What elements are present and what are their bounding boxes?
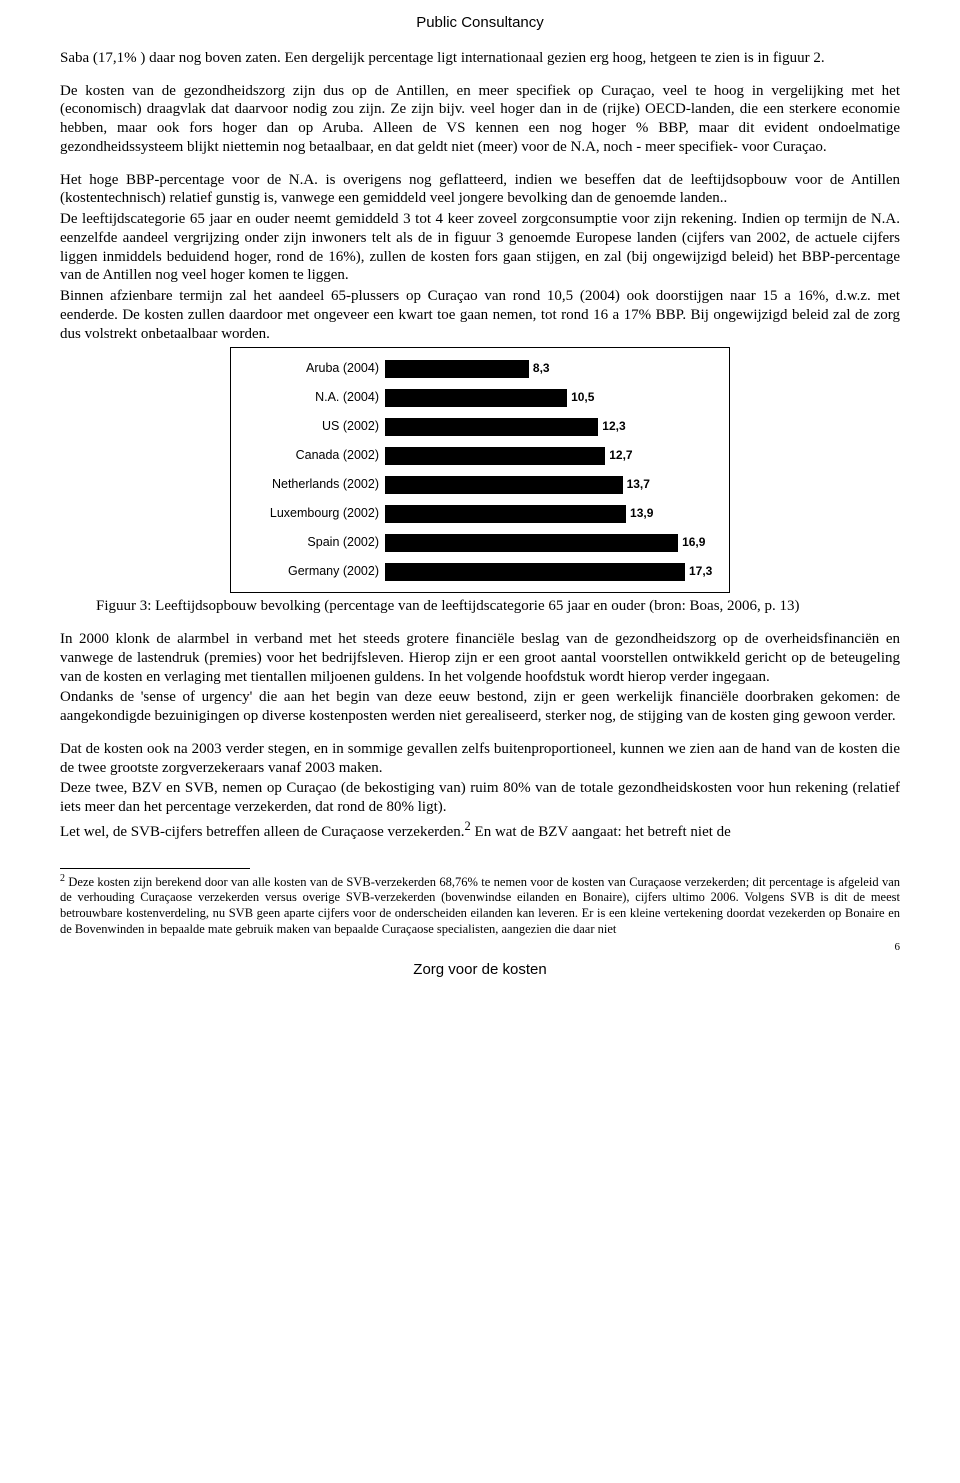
- p10-part-b: En wat de BZV aangaat: het betreft niet …: [471, 824, 731, 840]
- footnote-text: 2 Deze kosten zijn berekend door van all…: [60, 873, 900, 938]
- chart-value-label: 8,3: [533, 361, 550, 376]
- chart-value-label: 17,3: [689, 564, 712, 579]
- chart-row-label: Netherlands (2002): [237, 477, 385, 493]
- figure-caption: Figuur 3: Leeftijdsopbouw bevolking (per…: [96, 597, 900, 616]
- chart-bar: [385, 505, 626, 523]
- paragraph-1: Saba (17,1% ) daar nog boven zaten. Een …: [60, 49, 900, 68]
- chart-bar-area: 8,3: [385, 360, 719, 378]
- page-header: Public Consultancy: [60, 14, 900, 33]
- chart-value-label: 16,9: [682, 535, 705, 550]
- page-footer: Zorg voor de kosten: [60, 961, 900, 980]
- paragraph-2: De kosten van de gezondheidszorg zijn du…: [60, 82, 900, 157]
- chart-bar: [385, 563, 685, 581]
- chart-row-label: Spain (2002): [237, 535, 385, 551]
- page-number: 6: [60, 941, 900, 955]
- chart-value-label: 12,7: [609, 448, 632, 463]
- chart-row-label: US (2002): [237, 419, 385, 435]
- chart-row-label: Germany (2002): [237, 564, 385, 580]
- chart-row-label: Canada (2002): [237, 448, 385, 464]
- chart-bar-area: 12,7: [385, 447, 719, 465]
- footnote-body: Deze kosten zijn berekend door van alle …: [60, 875, 900, 936]
- chart-value-label: 10,5: [571, 390, 594, 405]
- chart-row: Spain (2002) 16,9: [237, 528, 719, 557]
- chart-bar-area: 13,7: [385, 476, 719, 494]
- chart-bar: [385, 389, 567, 407]
- chart-row: Germany (2002) 17,3: [237, 557, 719, 586]
- footnote-separator: [60, 868, 250, 869]
- chart-row-label: Luxembourg (2002): [237, 506, 385, 522]
- paragraph-10: Let wel, de SVB-cijfers betreffen alleen…: [60, 819, 900, 842]
- paragraph-9: Deze twee, BZV en SVB, nemen op Curaçao …: [60, 779, 900, 817]
- chart-bar: [385, 360, 529, 378]
- chart-bar-area: 16,9: [385, 534, 719, 552]
- chart-bar-area: 17,3: [385, 563, 719, 581]
- p10-part-a: Let wel, de SVB-cijfers betreffen alleen…: [60, 824, 465, 840]
- chart-row: Luxembourg (2002) 13,9: [237, 499, 719, 528]
- chart-bar: [385, 418, 598, 436]
- chart-bar: [385, 447, 605, 465]
- chart-value-label: 13,9: [630, 506, 653, 521]
- paragraph-6: In 2000 klonk de alarmbel in verband met…: [60, 630, 900, 686]
- paragraph-4: De leeftijdscategorie 65 jaar en ouder n…: [60, 210, 900, 285]
- chart-bar: [385, 476, 623, 494]
- chart-bar-area: 13,9: [385, 505, 719, 523]
- chart-container: Aruba (2004) 8,3 N.A. (2004) 10,5 US (2002) 1…: [60, 347, 900, 593]
- paragraph-5: Binnen afzienbare termijn zal het aandee…: [60, 287, 900, 343]
- chart-bar-area: 10,5: [385, 389, 719, 407]
- chart-row-label: Aruba (2004): [237, 361, 385, 377]
- age-structure-chart: Aruba (2004) 8,3 N.A. (2004) 10,5 US (2002) 1…: [230, 347, 730, 593]
- chart-row: Netherlands (2002) 13,7: [237, 470, 719, 499]
- chart-row: N.A. (2004) 10,5: [237, 383, 719, 412]
- chart-value-label: 13,7: [627, 477, 650, 492]
- chart-bar: [385, 534, 678, 552]
- chart-row: Aruba (2004) 8,3: [237, 354, 719, 383]
- chart-row-label: N.A. (2004): [237, 390, 385, 406]
- chart-row: Canada (2002) 12,7: [237, 441, 719, 470]
- chart-row: US (2002) 12,3: [237, 412, 719, 441]
- paragraph-7: Ondanks de 'sense of urgency' die aan he…: [60, 688, 900, 726]
- paragraph-8: Dat de kosten ook na 2003 verder stegen,…: [60, 740, 900, 778]
- chart-value-label: 12,3: [602, 419, 625, 434]
- paragraph-3: Het hoge BBP-percentage voor de N.A. is …: [60, 171, 900, 209]
- chart-bar-area: 12,3: [385, 418, 719, 436]
